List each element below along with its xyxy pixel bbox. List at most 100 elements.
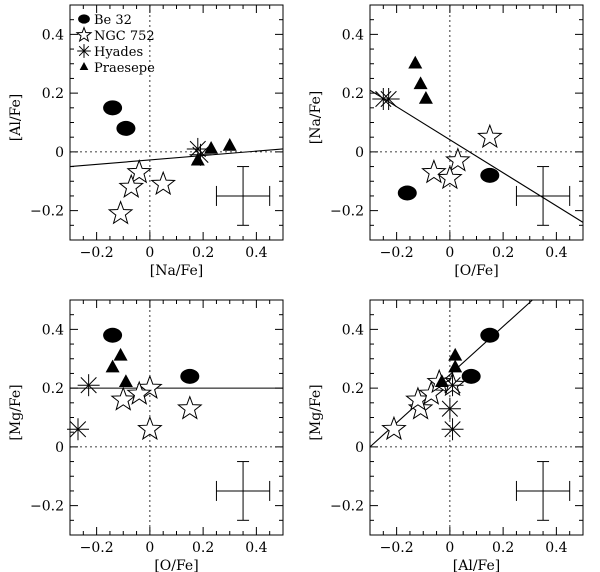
x-axis-label: [Al/Fe] xyxy=(453,558,500,572)
y-axis-label: [Al/Fe] xyxy=(8,94,24,141)
fit-line xyxy=(369,299,533,448)
x-tick-label: 0.2 xyxy=(492,245,514,261)
x-tick-label: 0.2 xyxy=(192,245,214,261)
x-tick-label: −0.2 xyxy=(380,245,414,261)
point-ngc-752 xyxy=(418,380,445,405)
y-tick-label: 0 xyxy=(55,145,64,161)
x-tick-label: 0 xyxy=(145,540,154,556)
y-axis-label: [Mg/Fe] xyxy=(308,384,324,440)
y-axis-label: [Mg/Fe] xyxy=(8,384,24,440)
legend-marker-ngc-752 xyxy=(75,26,93,43)
point-praesepe xyxy=(448,359,463,373)
error-bar xyxy=(515,461,571,521)
point-be-32 xyxy=(116,120,136,136)
x-axis-label: [O/Fe] xyxy=(454,263,498,279)
point-hyades xyxy=(66,418,89,441)
legend-label-praesepe: Praesepe xyxy=(94,61,155,76)
error-bar xyxy=(215,166,271,226)
point-hyades xyxy=(441,418,464,441)
y-tick-label: 0 xyxy=(55,440,64,456)
legend-marker-praesepe xyxy=(79,62,89,70)
point-ngc-752 xyxy=(126,158,153,184)
y-tick-label: 0.2 xyxy=(342,381,364,397)
point-ngc-752 xyxy=(150,170,176,196)
point-ngc-752 xyxy=(137,374,163,399)
panel-al-vs-na: −0.2 0 0.2 0.4 −0.2 0 0.2 0.4 [Na/Fe] [Al/Fe] Be 3… xyxy=(8,4,284,279)
point-ngc-752 xyxy=(477,123,503,149)
x-tick-label: 0.2 xyxy=(492,540,514,556)
x-tick-label: −0.2 xyxy=(80,540,114,556)
point-ngc-752 xyxy=(110,386,137,411)
fit-line xyxy=(369,89,584,223)
point-hyades xyxy=(77,374,100,397)
point-ngc-752 xyxy=(118,173,145,198)
x-tick-label: −0.2 xyxy=(380,540,414,556)
y-tick-label: 0.4 xyxy=(342,27,364,43)
panel-na-vs-o: −0.2 0 0.2 0.4 −0.2 0 0.2 0.4 [O/Fe] [Na/Fe] xyxy=(308,4,584,279)
point-praesepe xyxy=(113,347,128,361)
y-tick-label: 0.4 xyxy=(342,322,364,338)
legend-label-be-32: Be 32 xyxy=(94,13,132,28)
x-tick-label: 0 xyxy=(445,245,454,261)
point-praesepe xyxy=(118,374,133,388)
point-be-32 xyxy=(103,327,123,343)
x-tick-label: 0 xyxy=(445,540,454,556)
point-be-32 xyxy=(480,327,500,343)
x-tick-label: 0.4 xyxy=(545,540,567,556)
x-tick-label: −0.2 xyxy=(80,245,114,261)
point-be-32 xyxy=(461,368,481,384)
y-tick-label: 0 xyxy=(355,440,364,456)
point-praesepe xyxy=(190,152,205,166)
point-ngc-752 xyxy=(445,147,471,172)
x-tick-label: 0 xyxy=(145,245,154,261)
x-axis-label: [Na/Fe] xyxy=(150,263,203,279)
point-be-32 xyxy=(480,167,500,183)
point-ngc-752 xyxy=(177,395,203,420)
point-praesepe xyxy=(105,359,120,373)
point-hyades xyxy=(438,397,461,420)
point-ngc-752 xyxy=(437,164,463,190)
y-axis-label: [Na/Fe] xyxy=(308,91,324,144)
point-ngc-752 xyxy=(421,158,447,184)
error-bar xyxy=(215,461,271,521)
point-praesepe xyxy=(448,347,463,361)
point-hyades xyxy=(377,88,400,110)
fit-line xyxy=(69,148,284,168)
point-be-32 xyxy=(180,368,200,384)
x-tick-label: 0.2 xyxy=(192,540,214,556)
y-tick-label: 0.4 xyxy=(42,27,64,43)
legend-label-ngc-752: NGC 752 xyxy=(94,29,155,44)
point-praesepe xyxy=(434,374,449,388)
y-tick-label: 0.2 xyxy=(342,86,364,102)
y-tick-label: 0.2 xyxy=(42,86,64,102)
y-tick-label: −0.2 xyxy=(330,499,364,515)
y-tick-label: 0 xyxy=(355,145,364,161)
point-ngc-752 xyxy=(107,200,134,225)
legend-label-hyades: Hyades xyxy=(94,45,143,60)
point-ngc-752 xyxy=(137,415,163,441)
point-ngc-752 xyxy=(381,415,407,441)
y-tick-label: −0.2 xyxy=(330,204,364,220)
error-bar xyxy=(515,166,571,226)
x-axis-label: [O/Fe] xyxy=(154,558,198,572)
x-tick-label: 0.4 xyxy=(245,245,267,261)
point-praesepe xyxy=(222,138,237,151)
point-be-32 xyxy=(103,100,123,116)
x-tick-label: 0.4 xyxy=(245,540,267,556)
chart-panels: −0.2 0 0.2 0.4 −0.2 0 0.2 0.4 [Na/Fe] [Al/Fe] Be 3… xyxy=(8,4,584,572)
y-tick-label: −0.2 xyxy=(30,204,64,220)
x-tick-label: 0.4 xyxy=(545,245,567,261)
y-tick-label: 0.2 xyxy=(42,381,64,397)
legend-marker-be-32 xyxy=(78,14,90,24)
panel-mg-vs-o: −0.2 0 0.2 0.4 −0.2 0 0.2 0.4 [O/Fe] [Mg/Fe] xyxy=(8,299,284,572)
point-praesepe xyxy=(418,91,433,104)
point-ngc-752 xyxy=(126,380,153,405)
legend-marker-hyades xyxy=(77,44,91,58)
point-praesepe xyxy=(413,76,428,90)
panel-mg-vs-al: −0.2 0 0.2 0.4 −0.2 0 0.2 0.4 [Al/Fe] [Mg/Fe] xyxy=(308,299,584,572)
point-praesepe xyxy=(204,140,219,154)
point-be-32 xyxy=(397,185,417,201)
